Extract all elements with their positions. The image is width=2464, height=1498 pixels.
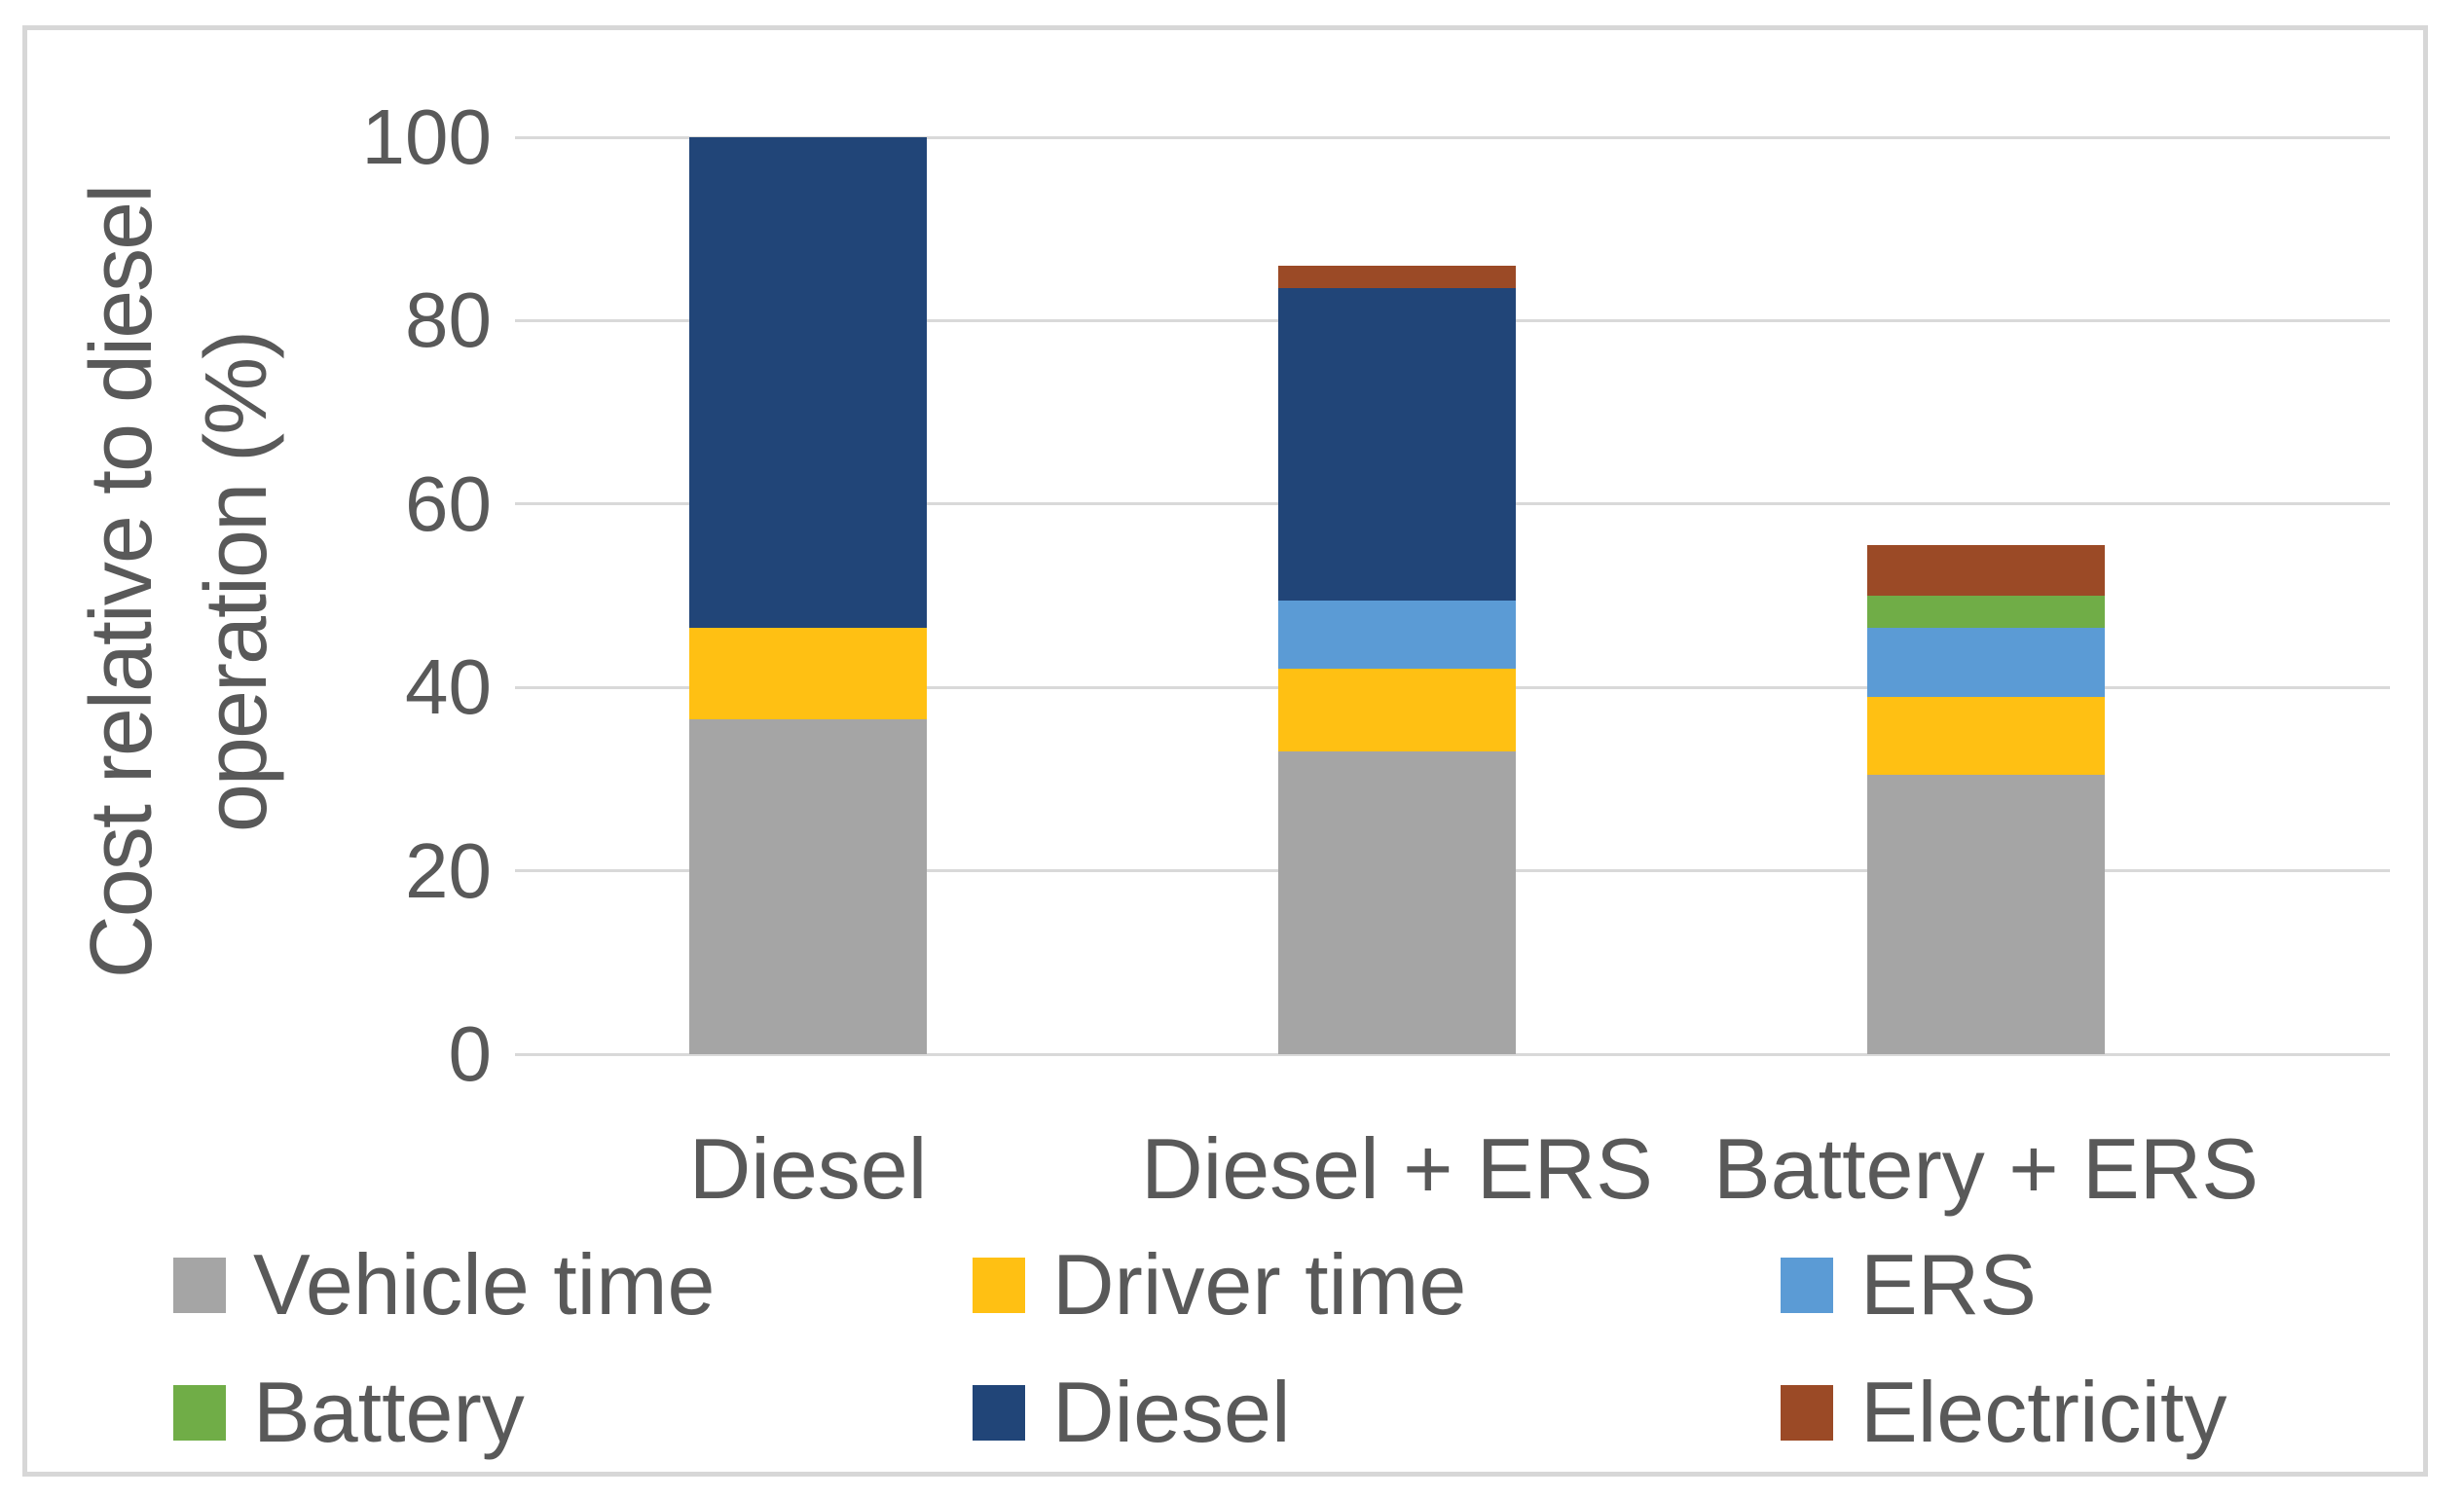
legend-label-vehicle-time: Vehicle time [253, 1236, 716, 1333]
legend-swatch-ers [1781, 1258, 1833, 1313]
legend-label-diesel: Diesel [1052, 1364, 1291, 1460]
legend-label-ers: ERS [1860, 1236, 2037, 1333]
x-axis-line [515, 1053, 2390, 1056]
y-tick-label-0: 0 [448, 1010, 493, 1097]
legend-swatch-battery [173, 1385, 226, 1441]
y-tick-label-40: 40 [405, 643, 492, 731]
legend-label-battery: Battery [253, 1364, 525, 1460]
bar-segment-vehicle-time-diesel [689, 719, 927, 1054]
x-category-label-diesel-ers: Diesel + ERS [1141, 1120, 1653, 1217]
y-tick-label-20: 20 [405, 826, 492, 914]
legend-swatch-driver-time [973, 1258, 1025, 1313]
legend-label-electricity: Electricity [1860, 1364, 2227, 1460]
bar-segment-vehicle-time-battery-ers [1867, 774, 2105, 1054]
bar-segment-vehicle-time-diesel-ers [1278, 751, 1516, 1054]
y-tick-label-60: 60 [405, 459, 492, 547]
legend-label-driver-time: Driver time [1052, 1236, 1467, 1333]
bar-segment-ers-battery-ers [1867, 627, 2105, 697]
bar-diesel [689, 137, 927, 1054]
x-category-label-diesel: Diesel [688, 1120, 928, 1217]
y-tick-label-80: 80 [405, 276, 492, 364]
legend-swatch-diesel [973, 1385, 1025, 1441]
gridline-100 [515, 135, 2390, 139]
bar-segment-diesel-diesel-ers [1278, 288, 1516, 601]
y-tick-label-100: 100 [361, 93, 492, 180]
legend-swatch-electricity [1781, 1385, 1833, 1441]
bar-segment-electricity-battery-ers [1867, 545, 2105, 596]
bar-segment-driver-time-battery-ers [1867, 696, 2105, 775]
bar-segment-battery-battery-ers [1867, 596, 2105, 628]
bar-diesel-ers [1278, 137, 1516, 1054]
x-category-label-battery-ers: Battery + ERS [1712, 1120, 2259, 1217]
y-axis-title-line-1: Cost relative to diesel [73, 185, 170, 979]
plot-area [515, 135, 2390, 1057]
bar-segment-electricity-diesel-ers [1278, 265, 1516, 289]
bar-segment-diesel-diesel [689, 137, 927, 628]
bar-segment-ers-diesel-ers [1278, 600, 1516, 670]
bar-segment-driver-time-diesel-ers [1278, 669, 1516, 752]
legend-swatch-vehicle-time [173, 1258, 226, 1313]
bar-battery-ers [1867, 137, 2105, 1054]
bar-segment-driver-time-diesel [689, 627, 927, 720]
